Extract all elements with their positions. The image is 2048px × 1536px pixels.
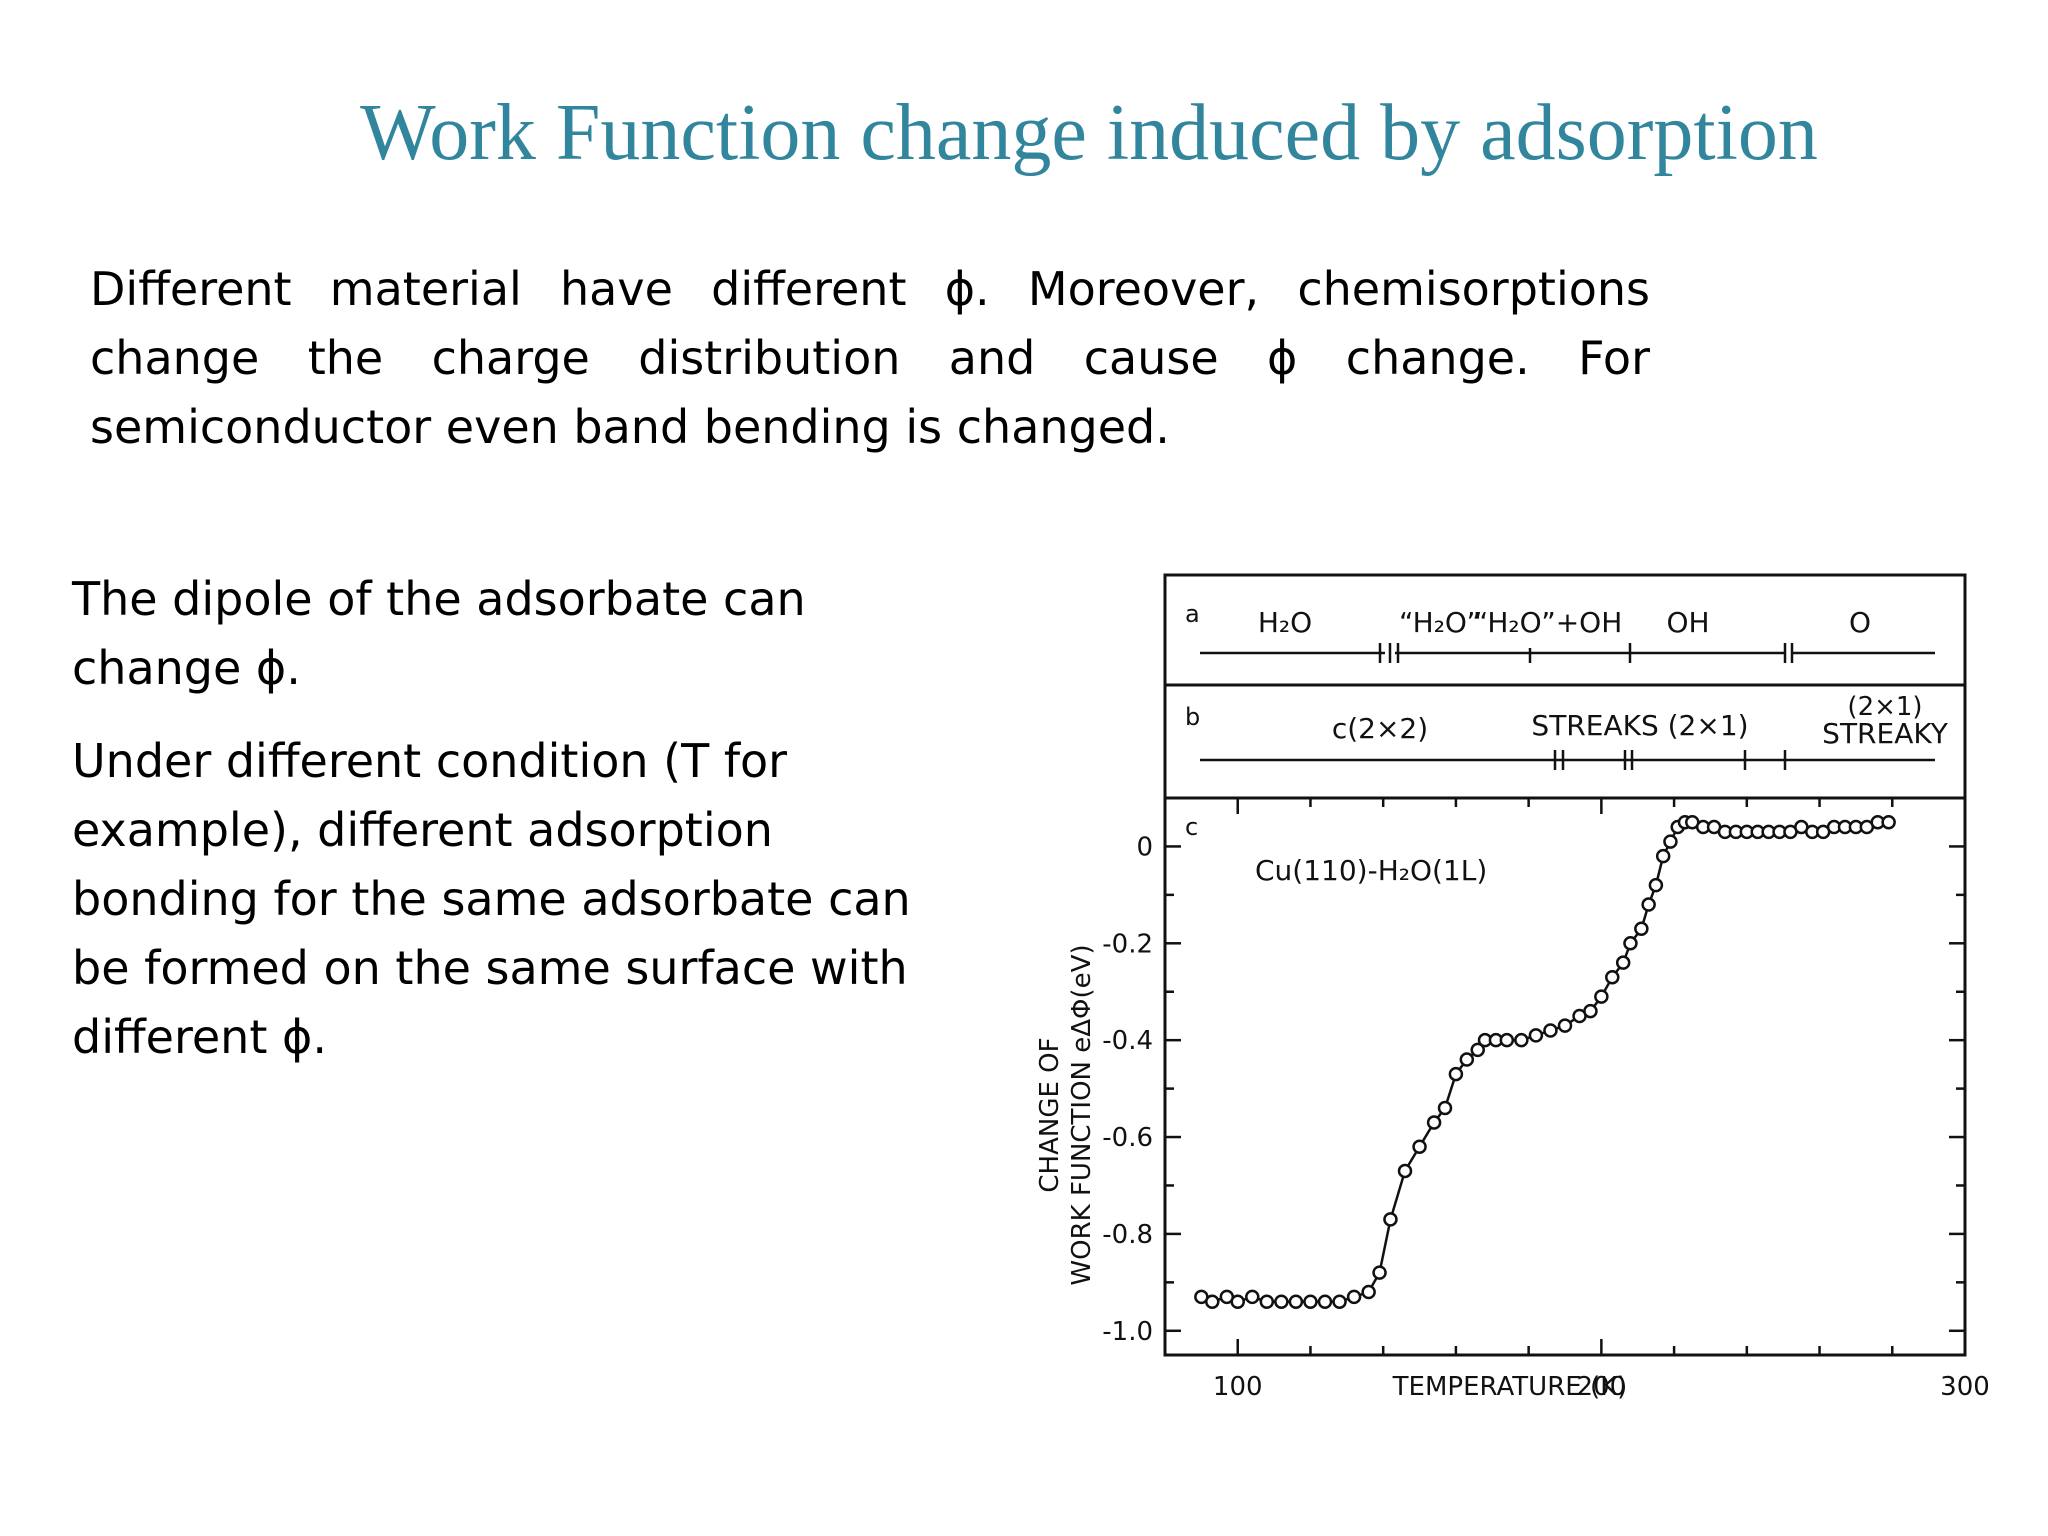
- data-point: [1641, 897, 1656, 912]
- data-point: [1528, 1028, 1544, 1043]
- y-tick-label-3: -0.6: [1102, 1123, 1153, 1153]
- work-function-figure: a H₂O “H₂O” “H₂O”+OH OH O b c(2×2) STREA…: [1000, 560, 2000, 1402]
- panel-b-label-streaky: STREAKY: [1822, 717, 1949, 750]
- panel-a-label-oh: OH: [1666, 606, 1709, 639]
- y-tick-label-2: -0.4: [1102, 1026, 1153, 1056]
- data-point: [1437, 1100, 1453, 1116]
- data-point: [1230, 1294, 1245, 1309]
- data-point: [1615, 955, 1631, 970]
- panel-b-label-2x1: (2×1): [1847, 692, 1922, 722]
- x-tick-label-1: 200: [1577, 1372, 1627, 1400]
- panel-b-label-streaks: STREAKS (2×1): [1531, 709, 1748, 742]
- data-point: [1514, 1032, 1529, 1048]
- left-column: The dipole of the adsorbate can change ϕ…: [72, 565, 952, 1096]
- y-tick-label-4: -0.8: [1102, 1220, 1153, 1250]
- data-point: [1655, 848, 1671, 864]
- data-point: [1881, 814, 1896, 830]
- data-point: [1274, 1294, 1289, 1309]
- panel-b-label-c2x2: c(2×2): [1332, 712, 1428, 745]
- data-point: [1459, 1052, 1475, 1067]
- data-point: [1623, 936, 1638, 951]
- data-point: [1317, 1294, 1333, 1309]
- data-point: [1361, 1284, 1376, 1300]
- intro-paragraph: Different material have different ϕ. Mor…: [90, 262, 1650, 454]
- x-axis-tick-labels: 100 200 300: [1213, 1372, 1990, 1402]
- data-point: [1372, 1265, 1387, 1280]
- y-axis-label-line2: WORK FUNCTION eΔΦ(eV): [1067, 944, 1097, 1285]
- data-point: [1383, 1212, 1398, 1227]
- slide-title: Work Function change induced by adsorpti…: [360, 89, 1818, 177]
- data-point: [1499, 1032, 1515, 1048]
- panel-a-label-o: O: [1849, 606, 1871, 639]
- panel-a-label-h2o: H₂O: [1258, 606, 1312, 639]
- data-point: [1245, 1289, 1260, 1305]
- data-point: [1412, 1139, 1427, 1154]
- x-tick-label-0: 100: [1213, 1372, 1263, 1400]
- panel-c-annotation: Cu(110)-H₂O(1L): [1255, 854, 1487, 887]
- panel-c-letter: c: [1185, 813, 1198, 841]
- y-axis-label-line1: CHANGE OF: [1035, 1037, 1065, 1192]
- y-tick-label-0: 0: [1136, 832, 1153, 862]
- data-point: [1594, 989, 1609, 1004]
- y-axis-tick-labels: 0 -0.2 -0.4 -0.6 -0.8 -1.0: [1102, 832, 1153, 1346]
- figure-frame: [1163, 573, 1967, 1357]
- data-point: [1557, 1018, 1573, 1033]
- y-axis-label: CHANGE OF WORK FUNCTION eΔΦ(eV): [1035, 944, 1097, 1285]
- y-tick-label-1: -0.2: [1102, 929, 1153, 959]
- data-point: [1397, 1163, 1413, 1179]
- panel-a-letter: a: [1185, 600, 1200, 628]
- work-function-curve: [1200, 820, 1889, 1304]
- data-point: [1259, 1294, 1275, 1309]
- panel-b-letter: b: [1185, 703, 1200, 731]
- data-point: [1634, 921, 1649, 937]
- x-axis-label: TEMPERATURE (K): [1392, 1372, 1628, 1400]
- x-tick-label-2: 300: [1940, 1372, 1990, 1400]
- data-point: [1663, 834, 1678, 849]
- data-point: [1303, 1294, 1318, 1309]
- data-point: [1288, 1294, 1304, 1309]
- data-points: [1194, 814, 1896, 1309]
- y-tick-label-5: -1.0: [1102, 1317, 1153, 1347]
- figure-svg: a H₂O “H₂O” “H₂O”+OH OH O b c(2×2) STREA…: [1035, 573, 1990, 1402]
- data-point: [1346, 1289, 1362, 1305]
- data-point: [1205, 1294, 1220, 1309]
- panel-a-range-bars: [1200, 643, 1935, 663]
- data-point: [1583, 1003, 1598, 1019]
- x-axis-ticks: [1236, 798, 1894, 1355]
- panel-a-label-quoted-h2o: “H₂O”: [1399, 606, 1481, 639]
- condition-paragraph: Under different condition (T for example…: [72, 734, 911, 1064]
- data-point: [1426, 1115, 1442, 1130]
- panel-b-range-bars: [1200, 750, 1935, 770]
- y-axis-ticks: [1165, 845, 1965, 1333]
- data-point: [1648, 877, 1664, 893]
- dipole-paragraph: The dipole of the adsorbate can change ϕ…: [72, 572, 806, 695]
- data-point: [1543, 1023, 1558, 1038]
- panel-a-label-h2o-oh: “H₂O”+OH: [1474, 606, 1623, 639]
- data-point: [1332, 1294, 1347, 1309]
- data-point: [1448, 1066, 1464, 1082]
- data-point: [1470, 1042, 1485, 1058]
- data-point: [1605, 969, 1620, 985]
